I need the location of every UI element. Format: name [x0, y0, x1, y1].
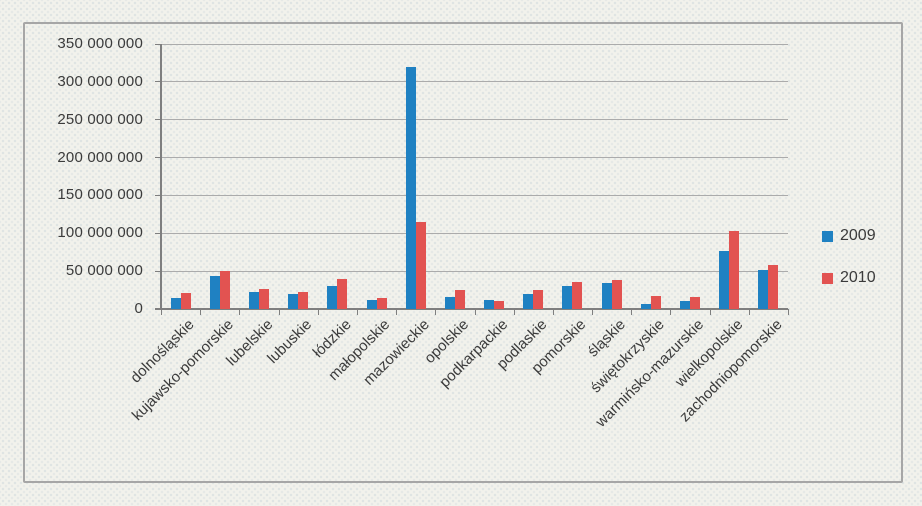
bar-2010-łódzkie [337, 279, 348, 309]
y-axis-label: 50 000 000 [65, 262, 143, 280]
legend: 2009 2010 [822, 226, 876, 310]
y-axis-tick [155, 157, 161, 159]
bar-2010-świętokrzyskie [650, 296, 661, 309]
x-axis-tick [396, 309, 398, 315]
gridline [161, 232, 788, 234]
bar-2010-lubuskie [298, 292, 309, 309]
y-axis-label: 0 [134, 300, 143, 317]
bar-2010-kujawsko-pomorskie [219, 271, 230, 309]
legend-swatch-icon [822, 230, 833, 242]
x-axis-tick [592, 309, 594, 315]
x-axis-tick [161, 309, 162, 315]
bar-2010-zachodniopomorskie [768, 265, 779, 309]
x-axis-tick [317, 309, 319, 315]
bar-2009-lubelskie [248, 292, 259, 309]
bar-2009-zachodniopomorskie [758, 270, 769, 309]
bar-2009-małopolskie [366, 300, 377, 309]
legend-label: 2010 [840, 269, 876, 286]
bar-2009-podlaskie [523, 294, 534, 309]
y-axis-label: 150 000 000 [57, 186, 143, 204]
y-axis-tick [155, 270, 161, 272]
legend-swatch-icon [822, 272, 833, 284]
x-axis-tick [670, 309, 672, 315]
y-axis-tick [155, 119, 161, 121]
y-axis-tick [155, 232, 161, 234]
y-axis-label: 200 000 000 [57, 148, 143, 166]
bar-2009-opolskie [444, 297, 455, 309]
x-axis-line [155, 308, 788, 310]
legend-item-2010: 2010 [822, 268, 876, 288]
x-axis-tick [239, 309, 241, 315]
bar-2010-opolskie [454, 290, 465, 309]
bar-2010-lubelskie [258, 289, 269, 309]
bar-2010-wielkopolskie [729, 231, 740, 309]
y-axis-tick [155, 81, 161, 83]
gridline [161, 119, 788, 121]
bar-2009-świętokrzyskie [640, 304, 651, 309]
x-axis-tick [709, 309, 711, 315]
y-axis-tick [155, 194, 161, 196]
gridline [161, 157, 788, 159]
bar-2010-małopolskie [376, 298, 387, 309]
x-axis-tick [552, 309, 554, 315]
gridline [161, 270, 788, 272]
bar-2009-warmińsko-mazurskie [680, 301, 691, 309]
legend-label: 2009 [840, 227, 876, 244]
bar-2010-mazowieckie [415, 222, 426, 309]
chart-frame [23, 22, 903, 483]
x-axis-tick [356, 309, 358, 315]
x-axis-tick [435, 309, 437, 315]
bar-2010-podkarpackie [494, 301, 505, 309]
x-axis-tick [788, 309, 789, 315]
x-axis-tick [631, 309, 633, 315]
gridline [161, 194, 788, 196]
bar-2009-śląskie [601, 283, 612, 309]
bar-2009-podkarpackie [484, 300, 495, 309]
bar-2010-pomorskie [572, 282, 583, 309]
y-axis-label: 100 000 000 [57, 224, 143, 242]
y-axis-label: 300 000 000 [57, 72, 143, 90]
bar-2010-warmińsko-mazurskie [690, 297, 701, 309]
x-axis-tick [200, 309, 202, 315]
bar-2010-dolnośląskie [180, 293, 191, 309]
x-axis-tick [474, 309, 476, 315]
bar-2009-pomorskie [562, 286, 573, 309]
gridline [161, 81, 788, 83]
bar-2009-lubuskie [288, 294, 299, 309]
y-axis-label: 350 000 000 [57, 35, 143, 52]
x-axis-tick [278, 309, 280, 315]
x-axis-tick [748, 309, 750, 315]
x-axis-tick [513, 309, 515, 315]
bar-2009-łódzkie [327, 286, 338, 309]
bar-2010-śląskie [611, 280, 622, 309]
bar-2010-podlaskie [533, 290, 544, 309]
y-axis-label: 250 000 000 [57, 110, 143, 128]
y-axis-tick [155, 43, 161, 45]
bar-2009-dolnośląskie [170, 298, 181, 309]
legend-item-2009: 2009 [822, 226, 876, 246]
gridline [161, 43, 788, 45]
y-axis-line [160, 44, 162, 309]
bar-2009-kujawsko-pomorskie [209, 276, 220, 309]
bar-2009-mazowieckie [405, 67, 416, 309]
bar-2009-wielkopolskie [719, 251, 730, 309]
